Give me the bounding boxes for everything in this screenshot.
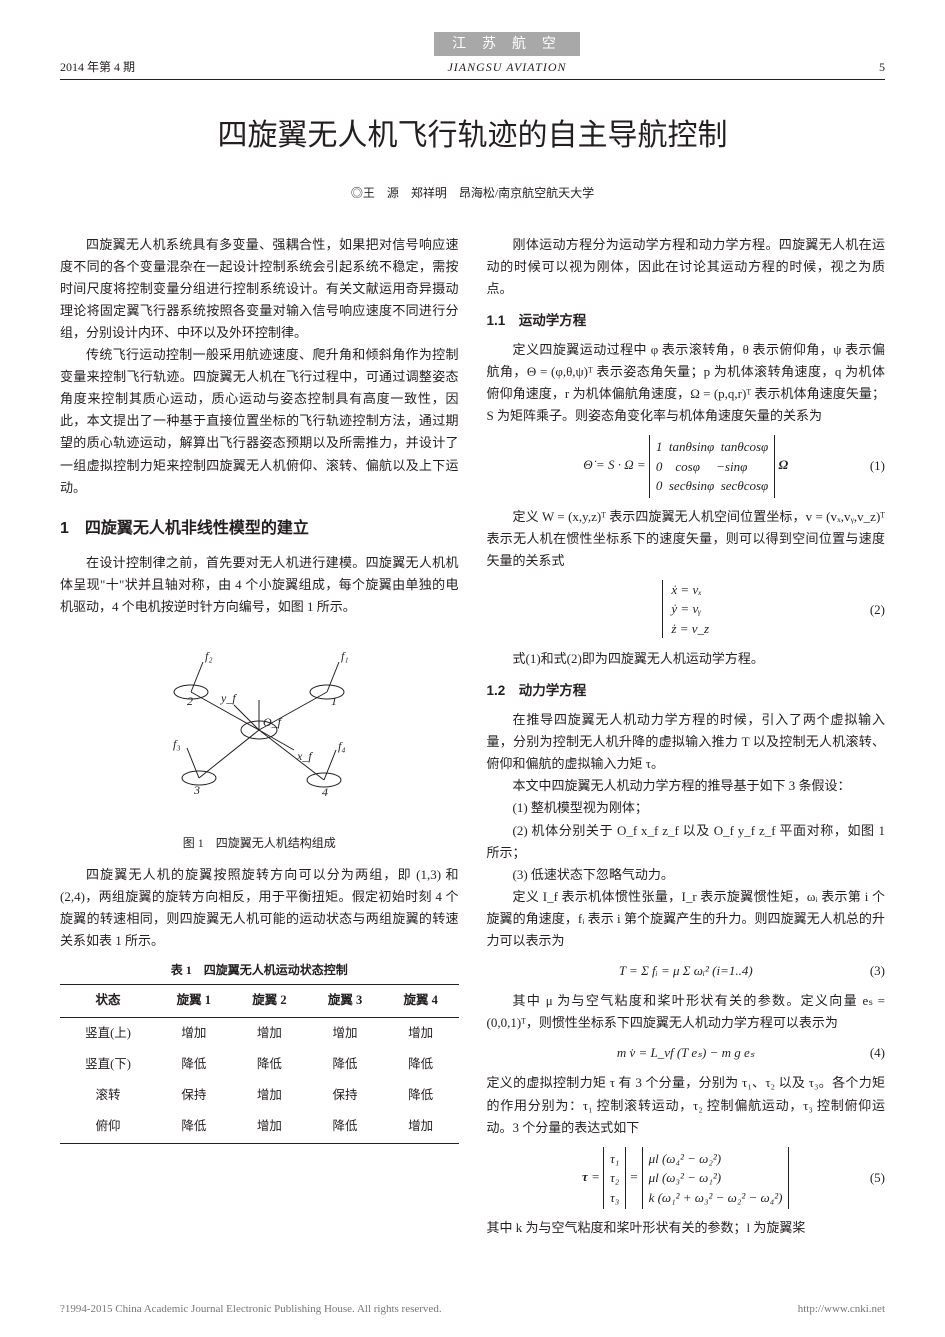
assumption-3: (3) 低速状态下忽略气动力。 (487, 864, 886, 886)
equation-5: τ = τ₁ τ₂ τ₃ = μl (ω₄² − ω₂²) μl (ω₃² − … (487, 1147, 886, 1210)
r-p3: 定义 W = (x,y,z)ᵀ 表示四旋翼无人机空间位置坐标，v = (vₓ,v… (487, 506, 886, 572)
figure-1: f₁ f₂ f₃ f₄ x_f y_f O_f 1 2 3 4 (60, 630, 459, 827)
table-col-3: 旋翼 3 (307, 985, 383, 1017)
issue-label: 2014 年第 4 期 (60, 57, 135, 77)
figure-1-caption: 图 1 四旋翼无人机结构组成 (60, 833, 459, 853)
eq2-num: (2) (870, 599, 885, 621)
fig-label-Of: O_f (263, 715, 283, 729)
left-column: 四旋翼无人机系统具有多变量、强耦合性，如果把对信号响应速度不同的各个变量混杂在一… (60, 234, 459, 1240)
fig-label-f1: f₁ (341, 649, 349, 663)
page-header: 2014 年第 4 期 江 苏 航 空 JIANGSU AVIATION 5 (60, 32, 885, 80)
r-p8: 其中 μ 为与空气粘度和桨叶形状有关的参数。定义向量 eₛ = (0,0,1)ᵀ… (487, 990, 886, 1034)
intro-p1: 四旋翼无人机系统具有多变量、强耦合性，如果把对信号响应速度不同的各个变量混杂在一… (60, 234, 459, 344)
equation-1: Θ̇ = S · Ω = 1 tanθsinφ tanθcosφ 0 cosφ … (487, 435, 886, 498)
table-col-2: 旋翼 2 (232, 985, 308, 1017)
r-p9: 定义的虚拟控制力矩 τ 有 3 个分量，分别为 τ₁、τ₂ 以及 τ₃。各个力矩… (487, 1072, 886, 1138)
table-col-0: 状态 (60, 985, 156, 1017)
journal-name-cn: 江 苏 航 空 (434, 32, 580, 56)
r-p7: 定义 I_f 表示机体惯性张量，I_r 表示旋翼惯性矩，ωᵢ 表示第 i 个旋翼… (487, 886, 886, 952)
table-1: 状态 旋翼 1 旋翼 2 旋翼 3 旋翼 4 竖直(上) 增加 增加 增加 增加 (60, 984, 459, 1143)
section-1-1-heading: 1.1 运动学方程 (487, 310, 886, 333)
page-number: 5 (879, 57, 885, 77)
table-row: 竖直(下) 降低 降低 降低 降低 (60, 1049, 459, 1080)
eq4-num: (4) (870, 1042, 885, 1064)
table-col-1: 旋翼 1 (156, 985, 232, 1017)
fig-label-xf: x_f (296, 749, 313, 763)
fig-label-yf: y_f (220, 691, 237, 705)
paper-title: 四旋翼无人机飞行轨迹的自主导航控制 (60, 110, 885, 161)
intro-p2: 传统飞行运动控制一般采用航迹速度、爬升角和倾斜角作为控制变量来控制飞行轨迹。四旋… (60, 344, 459, 499)
fig-label-f4: f₄ (338, 739, 346, 753)
table-col-4: 旋翼 4 (383, 985, 459, 1017)
journal-name-en: JIANGSU AVIATION (135, 57, 879, 77)
equation-4: m v̇ = L_vf (T eₛ) − m g eₛ (4) (487, 1042, 886, 1064)
sec1-p1: 在设计控制律之前，首先要对无人机进行建模。四旋翼无人机机体呈现"十"状并且轴对称… (60, 552, 459, 618)
fig-label-n2: 2 (187, 694, 193, 708)
assumption-2: (2) 机体分别关于 O_f x_f z_f 以及 O_f y_f z_f 平面… (487, 820, 886, 864)
table-row: 俯仰 降低 增加 降低 增加 (60, 1111, 459, 1143)
eq5-num: (5) (870, 1167, 885, 1189)
fig-label-n3: 3 (193, 783, 200, 797)
fig-label-n1: 1 (331, 694, 337, 708)
table-row: 竖直(上) 增加 增加 增加 增加 (60, 1017, 459, 1049)
eq1-num: (1) (870, 455, 885, 477)
equation-3: T = Σ fᵢ = μ Σ ωᵢ² (i=1..4) (3) (487, 960, 886, 982)
table-1-caption: 表 1 四旋翼无人机运动状态控制 (60, 960, 459, 980)
r-p10: 其中 k 为与空气粘度和桨叶形状有关的参数；l 为旋翼桨 (487, 1217, 886, 1239)
r-p5: 在推导四旋翼无人机动力学方程的时候，引入了两个虚拟输入量，分别为控制无人机升降的… (487, 709, 886, 775)
r-p6: 本文中四旋翼无人机动力学方程的推导基于如下 3 条假设： (487, 775, 886, 797)
fig-label-n4: 4 (322, 785, 328, 799)
fig-label-f3: f₃ (173, 737, 181, 751)
section-1-2-heading: 1.2 动力学方程 (487, 680, 886, 703)
r-p4: 式(1)和式(2)即为四旋翼无人机运动学方程。 (487, 648, 886, 670)
footer-copyright: ?1994-2015 China Academic Journal Electr… (60, 1300, 442, 1319)
footer-url: http://www.cnki.net (798, 1300, 885, 1319)
assumption-1: (1) 整机模型视为刚体； (487, 797, 886, 819)
section-1-heading: 1 四旋翼无人机非线性模型的建立 (60, 515, 459, 542)
eq3-num: (3) (870, 960, 885, 982)
table-row: 滚转 保持 增加 保持 降低 (60, 1080, 459, 1111)
page-footer: ?1994-2015 China Academic Journal Electr… (0, 1300, 945, 1319)
right-column: 刚体运动方程分为运动学方程和动力学方程。四旋翼无人机在运动的时候可以视为刚体，因… (487, 234, 886, 1240)
r-p2: 定义四旋翼运动过程中 φ 表示滚转角，θ 表示俯仰角，ψ 表示偏航角，Θ = (… (487, 339, 886, 427)
fig-label-f2: f₂ (205, 649, 213, 663)
authors-line: ◎王 源 郑祥明 昂海松/南京航空航天大学 (60, 183, 885, 203)
r-p1: 刚体运动方程分为运动学方程和动力学方程。四旋翼无人机在运动的时候可以视为刚体，因… (487, 234, 886, 300)
equation-2: ẋ = vₓ ẏ = vᵧ ż = v_z (2) (487, 580, 886, 640)
sec1-p2: 四旋翼无人机的旋翼按照旋转方向可以分为两组，即 (1,3) 和 (2,4)，两组… (60, 864, 459, 952)
